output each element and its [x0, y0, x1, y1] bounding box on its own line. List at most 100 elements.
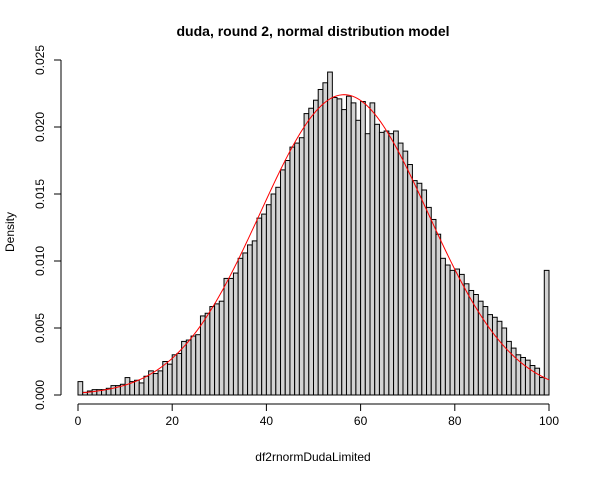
histogram-bar	[214, 303, 220, 396]
histogram-bar	[223, 277, 230, 396]
histogram-bar	[308, 107, 315, 396]
density-curve-layer	[82, 94, 550, 394]
histogram-bar	[152, 373, 159, 396]
histogram-bar	[345, 95, 352, 396]
histogram-bar	[397, 142, 404, 396]
histogram-bar	[534, 367, 541, 396]
y-tick-label: 0.000	[33, 380, 47, 410]
histogram-bar	[374, 123, 380, 396]
histogram-bar	[77, 381, 84, 396]
histogram-bar	[411, 180, 418, 396]
histogram-bar	[298, 137, 305, 396]
histogram-bar	[313, 99, 319, 396]
histogram-bar	[181, 340, 187, 396]
histogram-bar	[454, 268, 461, 396]
histogram-bar	[327, 71, 333, 396]
histogram-bar	[270, 193, 277, 396]
histogram-bar	[261, 213, 267, 396]
histogram-bar	[176, 352, 183, 396]
histogram-bar	[138, 382, 145, 396]
histogram-bar	[190, 335, 197, 396]
histogram-bar	[110, 385, 117, 396]
histogram-bar	[336, 98, 343, 396]
x-axis: 0 20 40 60 80 100	[75, 403, 559, 428]
x-tick-label: 60	[354, 414, 368, 428]
histogram-bar	[237, 257, 244, 396]
histogram-bar	[491, 316, 498, 396]
histogram-bar	[124, 377, 131, 396]
histogram-bar	[317, 88, 324, 396]
x-tick-label: 80	[448, 414, 462, 428]
histogram-bar	[355, 119, 362, 396]
normal-density-curve	[82, 94, 550, 394]
histogram-bar	[322, 82, 329, 396]
histogram-bar	[256, 217, 263, 396]
histogram-bar	[524, 359, 531, 396]
histogram-bar	[496, 320, 503, 396]
x-tick-label: 0	[75, 414, 82, 428]
histogram-bar	[388, 133, 395, 396]
y-tick-label: 0.005	[33, 313, 47, 343]
histogram-bar	[247, 244, 253, 396]
histogram-bar	[543, 269, 550, 396]
histogram-bar	[289, 146, 296, 396]
histogram-bar	[265, 204, 272, 396]
histogram-bar	[364, 133, 371, 396]
histogram-bar	[204, 312, 211, 396]
histogram-bar	[378, 131, 385, 396]
y-tick-label: 0.015	[33, 179, 47, 209]
histogram-bar	[449, 269, 456, 396]
histogram-bar	[275, 186, 282, 396]
histogram-bar	[303, 113, 310, 396]
y-axis: 0.000 0.005 0.010 0.015 0.020 0.025	[33, 45, 62, 410]
histogram-bar	[157, 370, 164, 396]
histogram-bar	[280, 169, 286, 396]
histogram-bar	[430, 218, 437, 396]
histogram-bar	[407, 164, 413, 396]
histogram-bar	[341, 109, 347, 396]
histogram-bar	[232, 272, 239, 396]
histogram-bar	[468, 289, 475, 396]
histogram-bar	[421, 189, 428, 396]
histogram-bar	[369, 102, 376, 396]
histogram-bar	[218, 300, 225, 396]
histogram-bar	[331, 97, 338, 396]
y-tick-label: 0.010	[33, 246, 47, 276]
histogram-bar	[185, 339, 192, 396]
histogram-bar	[242, 252, 249, 396]
histogram-bar	[383, 130, 390, 396]
histogram-bars	[77, 71, 550, 396]
y-axis-label: Density	[3, 212, 17, 252]
histogram-bar	[134, 379, 140, 396]
histogram-bar	[416, 182, 423, 396]
histogram-bar	[393, 130, 399, 396]
histogram-bar	[501, 327, 508, 396]
histogram-bar	[444, 264, 451, 396]
histogram-bar	[162, 361, 168, 396]
x-tick-label: 40	[260, 414, 274, 428]
histogram-bar	[143, 375, 150, 396]
histogram-bar	[166, 363, 173, 396]
histogram-bar	[350, 102, 357, 396]
x-tick-label: 20	[166, 414, 180, 428]
histogram-bar	[171, 354, 178, 396]
histogram-bar	[435, 233, 442, 396]
histogram-bar	[426, 206, 432, 396]
histogram-bar	[440, 257, 446, 396]
histogram-bar	[463, 283, 470, 396]
histogram-bar	[199, 315, 206, 396]
histogram-bar	[402, 150, 409, 396]
histogram-bar	[251, 240, 258, 396]
histogram-bar	[539, 377, 545, 396]
chart-title: duda, round 2, normal distribution model	[177, 23, 450, 39]
x-axis-label: df2rnormDudaLimited	[255, 450, 370, 464]
y-tick-label: 0.020	[33, 112, 47, 142]
histogram-bar	[195, 334, 201, 396]
histogram-bar	[459, 273, 465, 396]
histogram-bar	[91, 389, 98, 396]
y-tick-label: 0.025	[33, 45, 47, 75]
histogram-bar	[360, 101, 366, 396]
x-tick-label: 100	[539, 414, 559, 428]
histogram-bar	[284, 160, 291, 396]
